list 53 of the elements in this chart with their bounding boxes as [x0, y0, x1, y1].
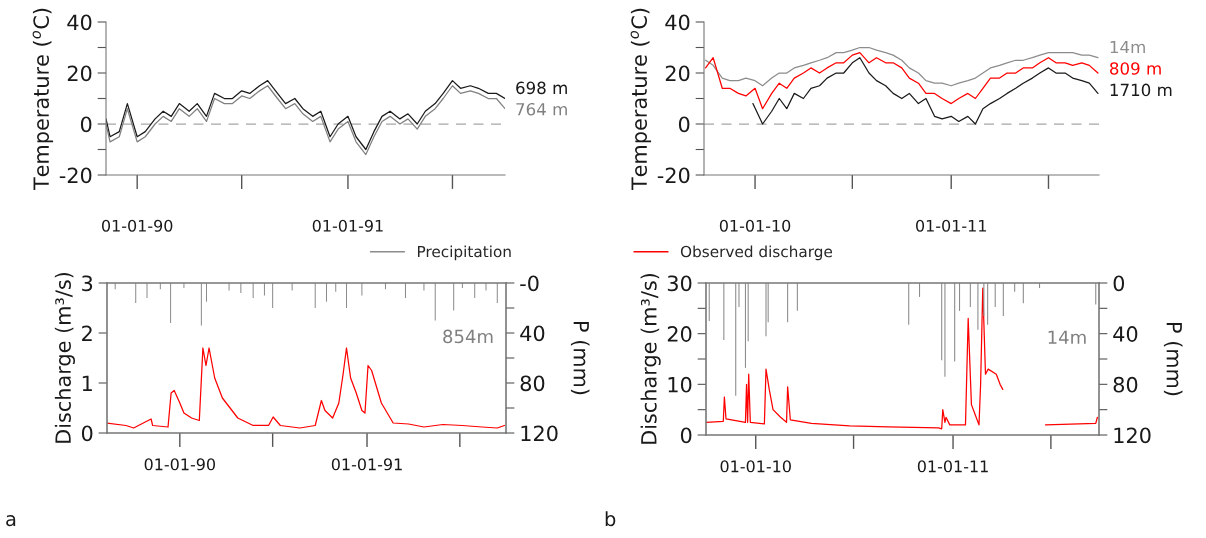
- y2-tick-label: 80: [1113, 376, 1138, 393]
- y-tick-label: 20: [665, 65, 690, 82]
- series-label: 1710 m: [1110, 83, 1172, 97]
- y-tick-label: 0: [81, 425, 93, 442]
- x-tick-label: 01-01-90: [101, 219, 173, 232]
- x-tick-label: 01-01-91: [331, 458, 402, 471]
- y2-tick-label: -0: [520, 275, 539, 292]
- y-tick-label: 20: [667, 326, 692, 342]
- series-label: 14m: [1110, 40, 1145, 54]
- text: a: [6, 515, 16, 527]
- x-tick-label: 01-01-10: [719, 219, 791, 232]
- y2-tick-label: 40: [520, 325, 545, 342]
- x-tick-label: 01-01-91: [312, 219, 383, 232]
- y2-axis-title: P (mm): [1163, 323, 1183, 396]
- y-tick-label: -20: [657, 167, 690, 184]
- x-tick-label: 01-01-11: [917, 460, 988, 473]
- line-series: [704, 46, 1099, 87]
- x-tick-label: 01-01-90: [144, 458, 216, 471]
- y2-axis-title: P (mm): [570, 322, 590, 395]
- y-tick-label: 3: [82, 275, 93, 292]
- y-tick-label: 0: [680, 427, 692, 444]
- x-tick-label: 01-01-10: [720, 460, 791, 473]
- line-series: [107, 347, 506, 429]
- y-axis-title: Temperature ($^{o}$C): [630, 8, 652, 191]
- legend-label: Precipitation: [417, 245, 511, 261]
- y-tick-label: 30: [667, 275, 692, 292]
- y-tick-label: 10: [668, 376, 692, 393]
- y-tick-label: 2: [82, 325, 92, 341]
- y-tick-label: 40: [665, 14, 690, 31]
- series-label: 809 m: [1110, 62, 1161, 75]
- line-series: [704, 51, 1099, 110]
- y-tick-label: 20: [67, 65, 92, 82]
- annotation: 854m: [443, 329, 493, 344]
- y2-tick-label: 80: [520, 375, 545, 392]
- y2-tick-label: 120: [1114, 427, 1151, 444]
- y-tick-label: -20: [59, 167, 92, 184]
- y-axis-title: Discharge (m³/s): [54, 272, 75, 443]
- legend-label: Observed discharge: [680, 245, 833, 261]
- y2-tick-label: 40: [1113, 326, 1138, 342]
- y2-tick-label: 120: [521, 425, 558, 442]
- series-label: 698 m: [516, 81, 567, 95]
- y-tick-label: 0: [678, 116, 690, 133]
- y-tick-label: 0: [80, 116, 92, 133]
- line-series: [752, 57, 1099, 125]
- y-tick-label: 1: [82, 375, 92, 391]
- y-axis-title: Temperature ($^{o}$C): [32, 8, 54, 191]
- y2-tick-label: 0: [1113, 275, 1125, 292]
- y-axis-title: Discharge (m³/s): [640, 273, 661, 444]
- text: b: [605, 511, 616, 527]
- y-tick-label: 40: [67, 14, 92, 31]
- series-label: 764 m: [516, 102, 567, 116]
- annotation: 14m: [1048, 330, 1086, 344]
- x-tick-label: 01-01-11: [916, 219, 986, 232]
